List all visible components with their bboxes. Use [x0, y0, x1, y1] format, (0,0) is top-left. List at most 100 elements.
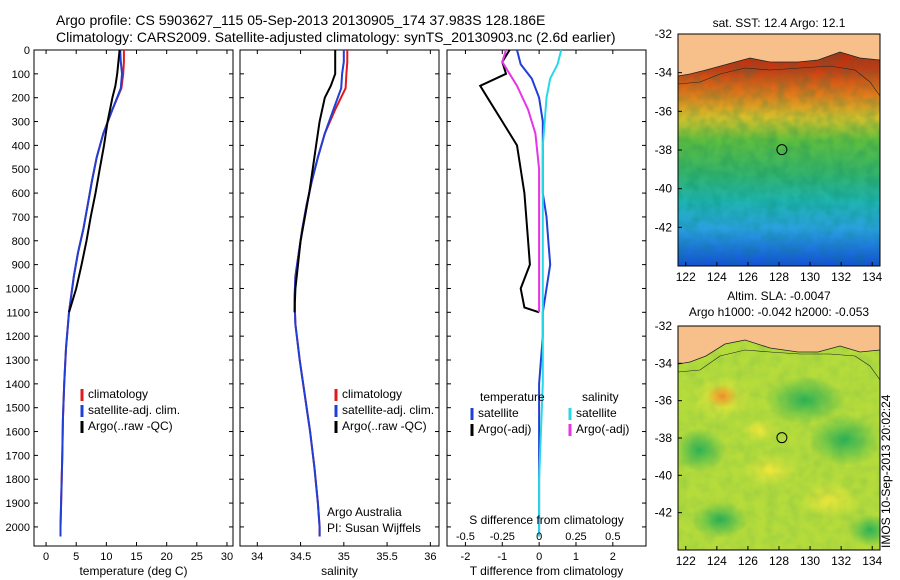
legend-group-title: salinity: [582, 390, 619, 404]
map-y-tick-label: -36: [655, 394, 673, 408]
legend-label: climatology: [342, 387, 402, 401]
map-y-tick-label: -32: [655, 27, 673, 41]
y-tick-label: 900: [12, 260, 30, 272]
y-tick-label: 100: [12, 69, 30, 81]
y-tick-label: 1300: [6, 355, 30, 367]
sst-coastline: [678, 51, 880, 77]
map-x-tick-label: 126: [738, 554, 758, 568]
x-tick-label: 2: [610, 551, 616, 563]
y-tick-label: 0: [24, 45, 30, 57]
series-line-climatology: [59, 50, 125, 537]
x-tick-label: 36: [424, 551, 436, 563]
series-line-temperature-satellite: [516, 49, 552, 537]
map-x-tick-label: 128: [769, 270, 789, 284]
x-top-tick-label: 0: [536, 531, 542, 543]
map-y-tick-label: -42: [655, 506, 673, 520]
series-line-argo-raw-qc-: [68, 49, 121, 313]
map-y-tick-label: -34: [655, 356, 673, 370]
panel-frame-difference: [446, 49, 647, 547]
map-x-tick-label: 122: [676, 554, 696, 568]
y-tick-label: 300: [12, 117, 30, 129]
map-x-tick-label: 130: [800, 270, 820, 284]
x-tick-label: -1: [497, 551, 507, 563]
legend-label: satellite: [576, 406, 617, 420]
panel-frame-temperature: [33, 49, 234, 547]
legend-label: satellite: [478, 406, 519, 420]
y-tick-label: 1900: [6, 498, 30, 510]
x-tick-label: 34.5: [290, 551, 311, 563]
x-tick-label: 35: [338, 551, 350, 563]
x-tick-label: 25: [191, 551, 203, 563]
credit-text: Argo Australia: [327, 505, 402, 519]
legend-label: satellite-adj. clim.: [88, 403, 180, 417]
map-x-tick-label: 128: [769, 554, 789, 568]
x-tick-label: 30: [221, 551, 233, 563]
x-tick-label: 35.5: [376, 551, 397, 563]
legend-label: Argo(-adj): [478, 422, 531, 436]
map-x-tick-label: 122: [676, 270, 696, 284]
sla-map: Altim. SLA: -0.0047 Argo h1000: -0.042 h…: [655, 289, 883, 568]
y-tick-label: 1000: [6, 283, 30, 295]
sla-map-subtitle: Argo h1000: -0.042 h2000: -0.053: [689, 305, 869, 319]
map-x-tick-label: 132: [831, 270, 851, 284]
x-top-axis-label: S difference from climatology: [469, 513, 624, 527]
series-line-salinity-satellite: [538, 49, 563, 537]
series-line-salinity-argo-adj-: [501, 49, 541, 313]
series-line-temperature-argo-adj-: [478, 49, 540, 314]
sst-texture: [678, 34, 880, 266]
map-y-tick-label: -40: [655, 182, 673, 196]
sla-map-title: Altim. SLA: -0.0047: [727, 289, 831, 303]
map-x-tick-label: 126: [738, 270, 758, 284]
map-y-tick-label: -38: [655, 431, 673, 445]
x-tick-label: 5: [73, 551, 79, 563]
sst-land-mask: [678, 34, 880, 76]
y-tick-label: 200: [12, 93, 30, 105]
x-tick-label: 0: [536, 551, 542, 563]
y-tick-label: 1700: [6, 450, 30, 462]
legend-label: climatology: [88, 387, 148, 401]
x-tick-label: 0: [43, 551, 49, 563]
x-tick-label: 20: [161, 551, 173, 563]
sla-land-mask: [678, 326, 880, 364]
legend-label: Argo(..raw -QC): [88, 419, 173, 433]
legend-label: satellite-adj. clim.: [342, 403, 434, 417]
map-y-tick-label: -36: [655, 104, 673, 118]
x-top-tick-label: 0.5: [605, 531, 620, 543]
profile-title: Argo profile: CS 5903627_115 05-Sep-2013…: [56, 12, 546, 28]
map-y-tick-label: -32: [655, 319, 673, 333]
x-axis-label: salinity: [321, 564, 358, 578]
x-top-tick-label: -0.25: [490, 531, 515, 543]
sst-isobath: [678, 65, 880, 97]
map-y-tick-label: -42: [655, 220, 673, 234]
y-tick-label: 1400: [6, 379, 30, 391]
map-x-tick-label: 134: [862, 554, 882, 568]
y-tick-label: 400: [12, 140, 30, 152]
map-x-tick-label: 130: [800, 554, 820, 568]
map-y-tick-label: -34: [655, 66, 673, 80]
x-tick-label: 10: [100, 551, 112, 563]
y-tick-label: 700: [12, 212, 30, 224]
x-tick-label: 34: [251, 551, 263, 563]
y-tick-label: 1100: [6, 307, 30, 319]
legend-group-title: temperature: [480, 390, 545, 404]
x-top-tick-label: -0.5: [456, 531, 475, 543]
sla-isobath: [678, 349, 880, 381]
series-line-argo-raw-qc-: [293, 50, 337, 313]
sla-coastline: [678, 339, 880, 365]
y-tick-label: 1200: [6, 331, 30, 343]
map-x-tick-label: 124: [707, 270, 727, 284]
x-axis-label: T difference from climatology: [470, 564, 624, 578]
sst-argo-marker: [776, 144, 788, 156]
y-tick-label: 800: [12, 236, 30, 248]
sst-map: sat. SST: 12.4 Argo: 12.1 122 124 126 128 13…: [655, 16, 883, 284]
x-top-tick-label: 0.25: [565, 531, 586, 543]
sst-map-title: sat. SST: 12.4 Argo: 12.1: [713, 16, 846, 30]
y-tick-label: 500: [12, 164, 30, 176]
y-tick-label: 2000: [6, 522, 30, 534]
y-tick-label: 1600: [6, 427, 30, 439]
y-tick-label: 1500: [6, 403, 30, 415]
y-tick-label: 600: [12, 188, 30, 200]
x-tick-label: 15: [130, 551, 142, 563]
panel-frame-salinity: [239, 49, 440, 547]
